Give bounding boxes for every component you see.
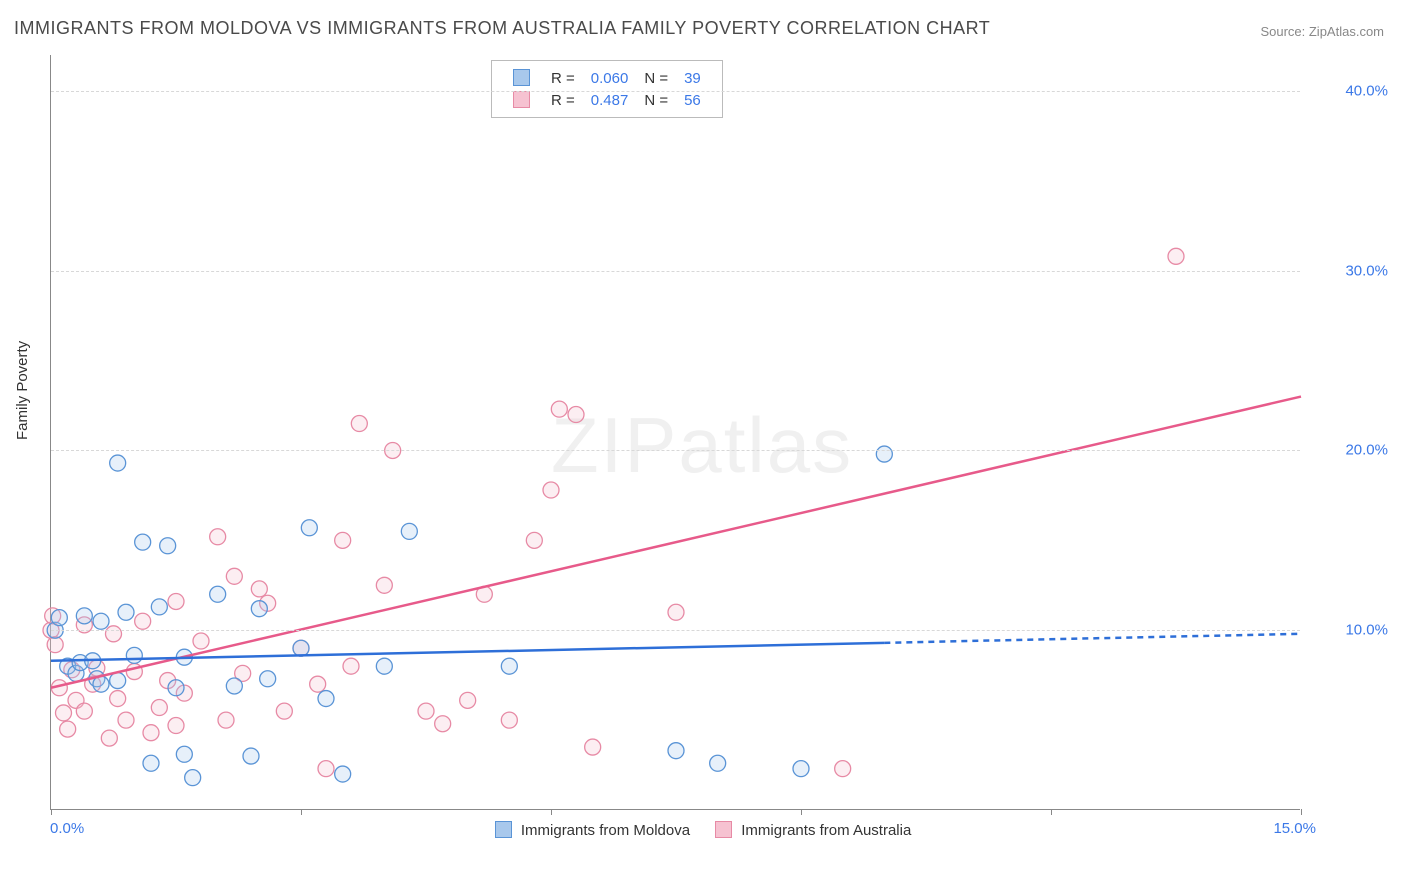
plot-svg [51, 55, 1300, 809]
scatter-chart: ZIPatlas R = 0.060 N = 39 R = 0.487 N = … [50, 55, 1300, 810]
swatch-australia-x [715, 821, 732, 838]
y-tick-label: 10.0% [1345, 622, 1388, 639]
correlation-legend: R = 0.060 N = 39 R = 0.487 N = 56 [491, 60, 723, 118]
x-legend-australia: Immigrants from Australia [741, 822, 911, 839]
y-tick-label: 20.0% [1345, 442, 1388, 459]
legend-row-australia: R = 0.487 N = 56 [506, 90, 708, 110]
source-attribution: Source: ZipAtlas.com [1260, 24, 1384, 39]
legend-row-moldova: R = 0.060 N = 39 [506, 68, 708, 88]
y-axis-label: Family Poverty [14, 341, 31, 440]
y-tick-label: 40.0% [1345, 82, 1388, 99]
y-tick-label: 30.0% [1345, 262, 1388, 279]
x-legend-moldova: Immigrants from Moldova [521, 822, 690, 839]
x-axis-legend: Immigrants from Moldova Immigrants from … [0, 821, 1406, 839]
swatch-moldova-x [495, 821, 512, 838]
swatch-moldova [513, 69, 530, 86]
swatch-australia [513, 91, 530, 108]
page-title: IMMIGRANTS FROM MOLDOVA VS IMMIGRANTS FR… [14, 18, 990, 39]
